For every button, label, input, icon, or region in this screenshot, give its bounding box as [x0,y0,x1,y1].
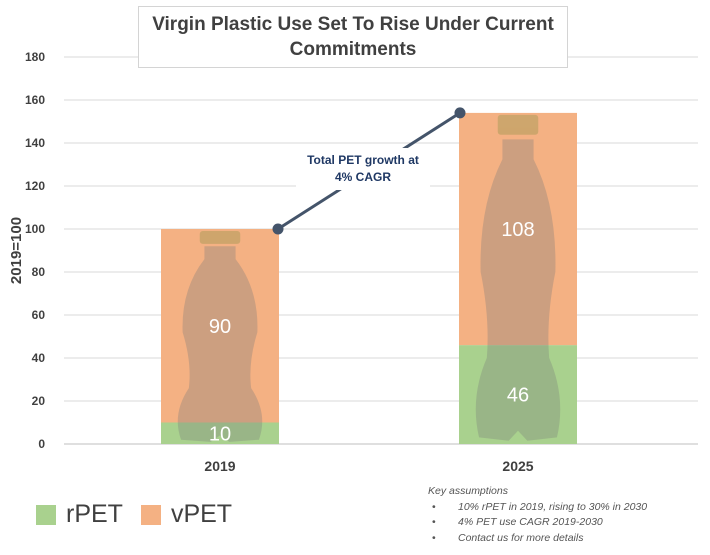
notes-item: Contact us for more details [432,531,698,547]
legend-swatch-rpet [36,504,56,525]
y-tick-label: 40 [32,351,46,365]
y-tick-label: 20 [32,394,46,408]
x-tick-label: 2025 [502,458,533,474]
bottle-body-icon [177,246,263,442]
legend-label-rpet: rPET [66,500,123,528]
y-tick-label: 180 [25,50,45,64]
bar-vpet-2019 [161,229,279,423]
data-label: 46 [507,385,529,407]
growth-annotation-start-dot [272,223,284,235]
growth-annotation-end-dot [454,107,466,119]
notes-list: 10% rPET in 2019, rising to 30% in 2030 … [428,500,698,547]
bar-vpet-2025 [459,112,577,346]
growth-annotation-text: Total PET growth at [307,153,419,167]
legend-swatch-vpet [140,504,161,525]
legend: rPET vPET [36,500,250,529]
notes-item: 10% rPET in 2019, rising to 30% in 2030 [432,500,698,516]
bottle-icon [475,114,561,441]
bottle-body-icon [475,139,561,441]
y-tick-label: 60 [32,308,46,322]
y-axis-label: 2019=100 [8,217,25,284]
data-label: 108 [501,219,534,241]
y-tick-label: 0 [38,437,45,451]
bar-rpet-2019 [161,422,279,444]
notes-item: 4% PET use CAGR 2019-2030 [432,515,698,531]
notes-heading: Key assumptions [428,485,508,497]
bottle-cap-icon [497,114,539,135]
legend-item-vpet: vPET [140,500,233,529]
growth-annotation-box [296,148,430,190]
bottle-icon [177,231,263,442]
key-assumptions-notes: Key assumptions 10% rPET in 2019, rising… [428,484,698,546]
bar-rpet-2025 [459,345,577,444]
y-tick-label: 160 [25,93,45,107]
data-label: 10 [209,423,231,445]
legend-item-rpet: rPET [36,500,123,529]
y-tick-label: 100 [25,222,45,236]
y-tick-label: 120 [25,179,45,193]
y-tick-label: 140 [25,136,45,150]
y-tick-label: 80 [32,265,46,279]
data-label: 90 [209,316,231,338]
chart-title: Virgin Plastic Use Set To Rise Under Cur… [138,6,568,68]
growth-annotation-text: 4% CAGR [335,170,391,184]
legend-label-vpet: vPET [170,500,233,528]
bottle-cap-icon [199,231,241,244]
x-tick-label: 2019 [204,458,235,474]
